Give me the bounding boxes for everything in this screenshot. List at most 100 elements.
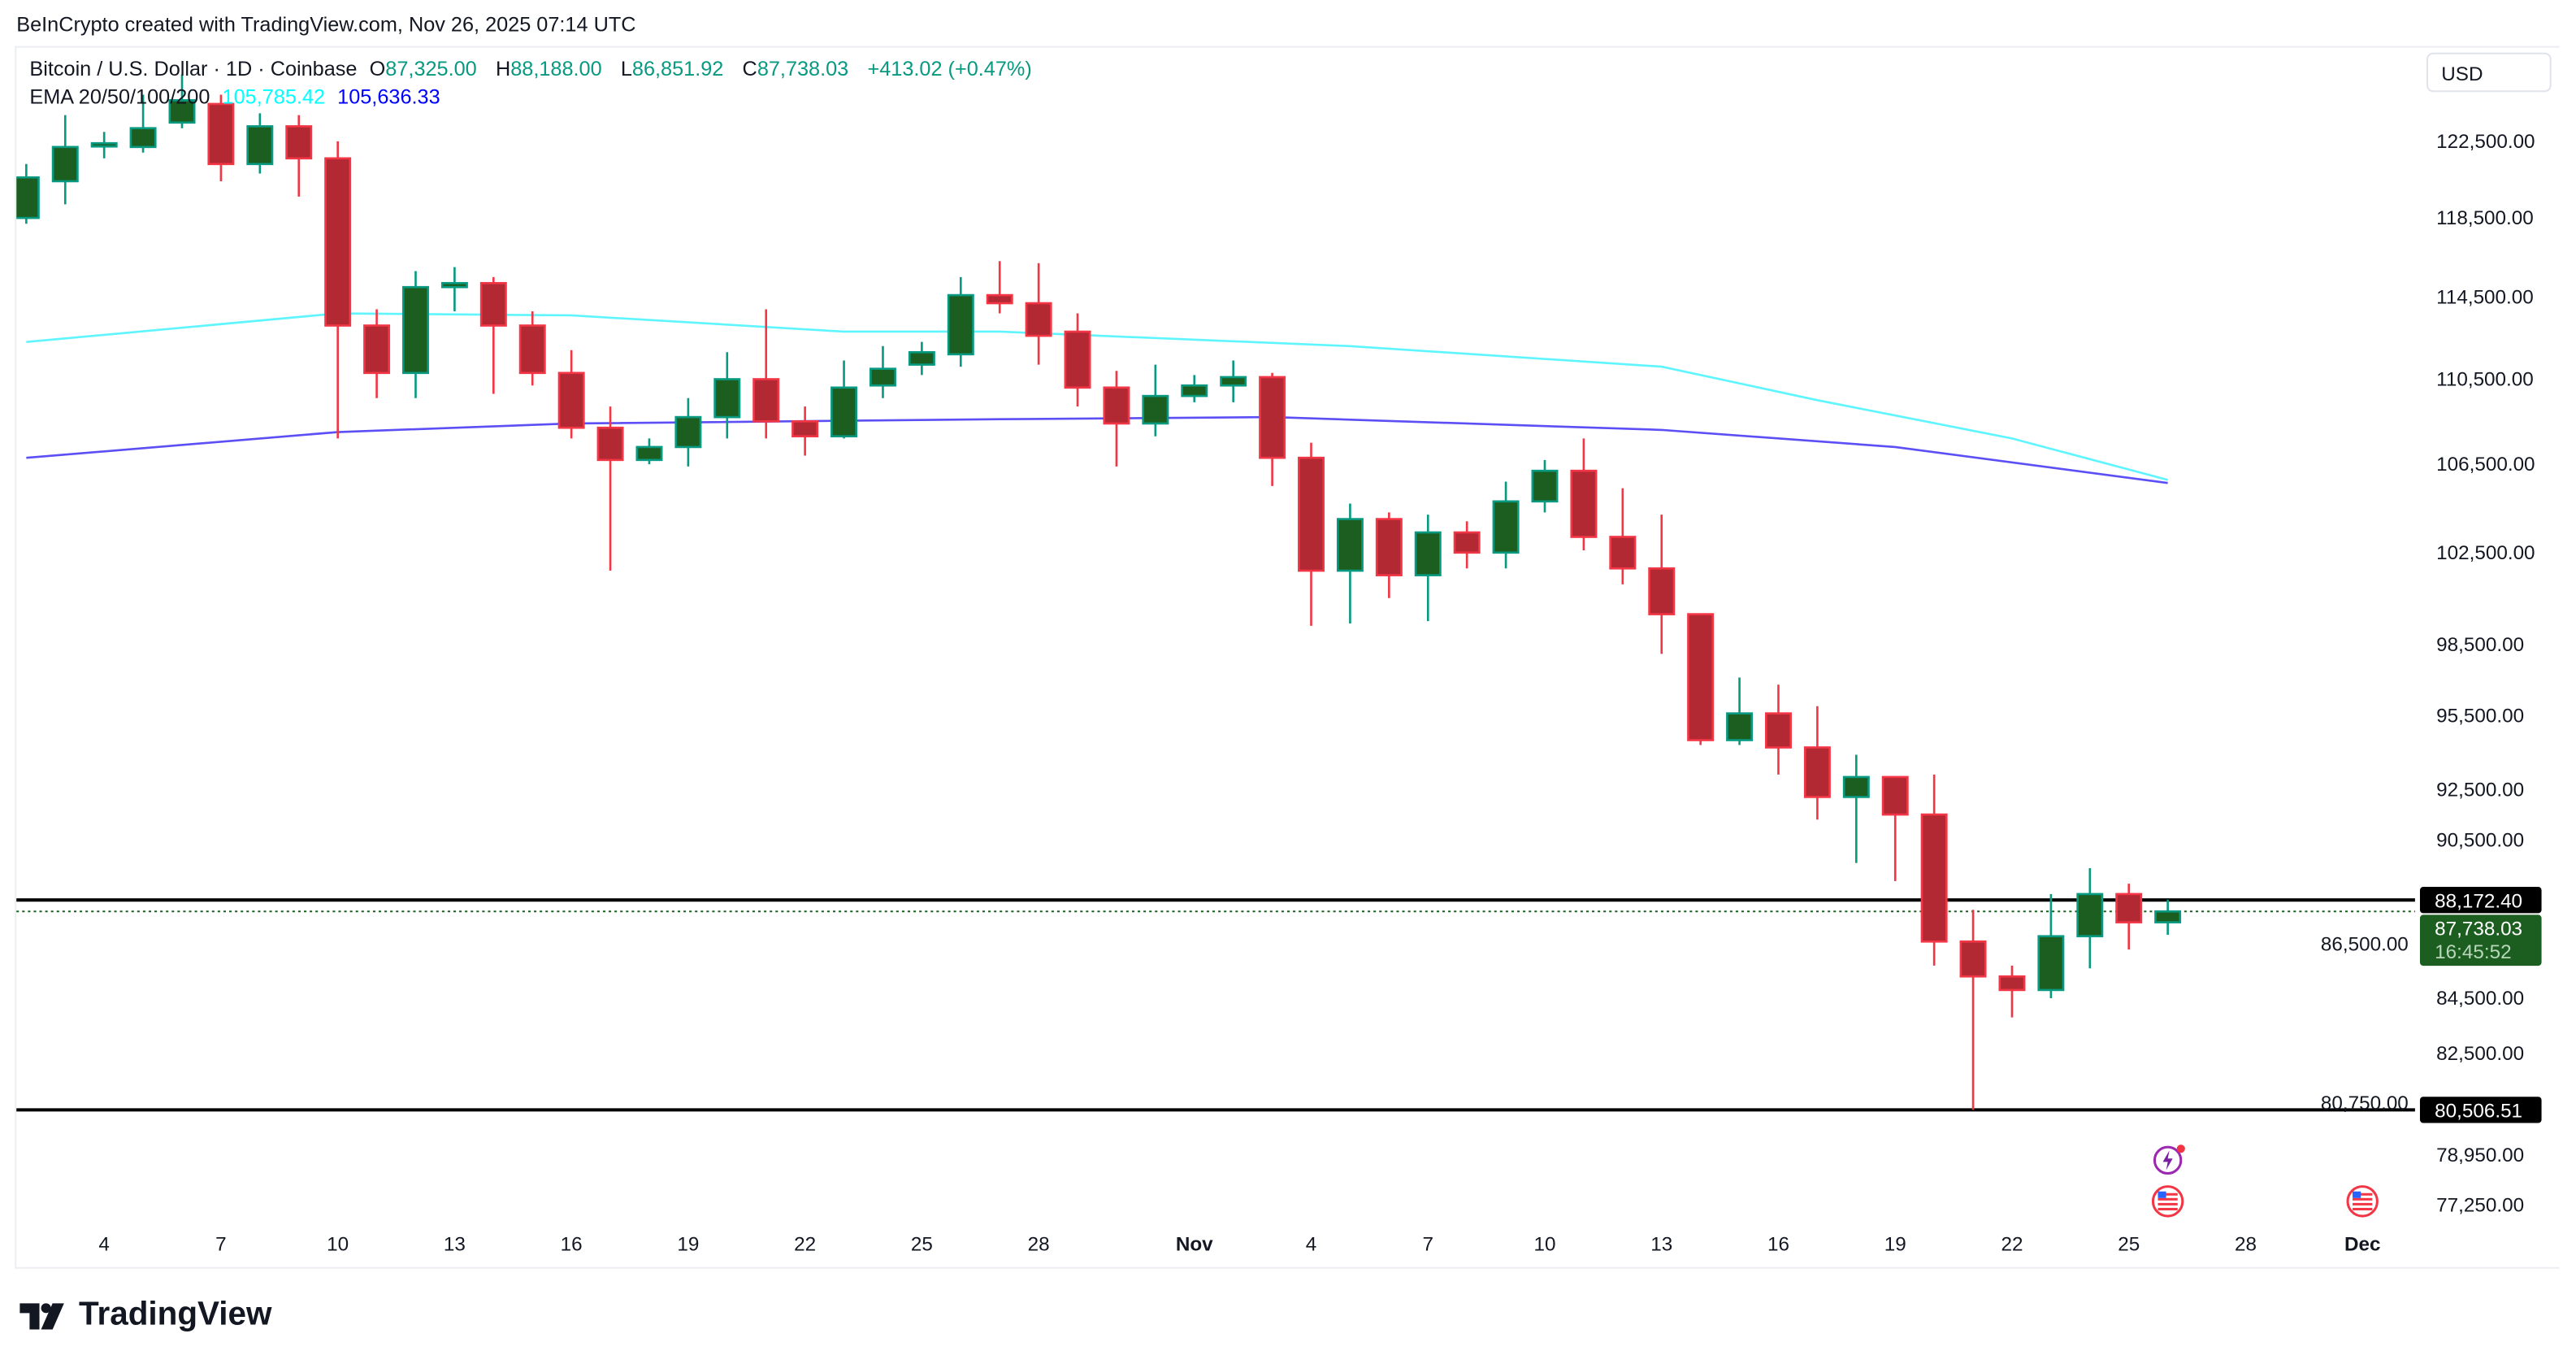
flag-stripe: [2158, 1197, 2178, 1201]
y-tick-label: 86,500.00: [2321, 934, 2409, 956]
low-value: 86,851.92: [631, 57, 724, 81]
candle-up: [947, 293, 974, 356]
ema-line-2: [26, 415, 2168, 484]
candle-up: [1531, 469, 1559, 503]
ema-line-1: [26, 312, 2168, 481]
flag-stripe: [2158, 1207, 2178, 1210]
candle-up: [1220, 376, 1247, 387]
candle-down: [2115, 893, 2143, 923]
x-tick-label: Nov: [1176, 1234, 1213, 1256]
countdown-text: 16:45:52: [2435, 941, 2511, 963]
candle-down: [1959, 940, 1987, 978]
candle-down: [1687, 613, 1715, 741]
y-tick-label: 102,500.00: [2436, 542, 2535, 564]
x-tick-label: 4: [98, 1234, 110, 1256]
low-label: L: [620, 57, 632, 81]
y-tick-label: 95,500.00: [2436, 706, 2524, 728]
notification-dot: [2176, 1145, 2185, 1153]
flag-stripe: [2158, 1192, 2178, 1196]
candle-up: [1414, 531, 1442, 576]
x-tick-label: 7: [1423, 1234, 1434, 1256]
candle-up: [440, 281, 468, 289]
y-tick-label: 92,500.00: [2436, 779, 2524, 801]
flag-stripe: [2353, 1192, 2373, 1196]
candle-down: [1453, 531, 1481, 554]
candle-down: [324, 157, 352, 327]
candle-up: [51, 146, 79, 183]
x-tick-label: 25: [2118, 1234, 2140, 1256]
candle-down: [791, 420, 819, 438]
last-price-tag: [2419, 914, 2542, 967]
candle-up: [713, 378, 741, 419]
candle-down: [1375, 518, 1403, 576]
candle-down: [479, 281, 507, 327]
x-tick-label: 28: [2235, 1234, 2257, 1256]
close-label: C: [742, 57, 757, 81]
ema-legend: EMA 20/50/100/200 105,785.42 105,636.33: [29, 85, 446, 108]
candle-down: [557, 371, 585, 429]
level-price-tag: [2419, 887, 2542, 914]
y-tick-label: 98,500.00: [2436, 634, 2524, 656]
high-value: 88,188.00: [510, 57, 602, 81]
ema-label: EMA 20/50/100/200: [29, 85, 210, 109]
candle-down: [1920, 813, 1948, 943]
candle-up: [168, 99, 196, 124]
candle-up: [1492, 500, 1520, 554]
level-price-text: 80,506.51: [2435, 1100, 2522, 1122]
y-tick-label: 84,500.00: [2436, 988, 2524, 1010]
candle-up: [16, 176, 40, 219]
level-price-tag: [2419, 1097, 2542, 1123]
x-tick-label: 10: [327, 1234, 349, 1256]
candle-down: [986, 293, 1013, 305]
symbol-legend: Bitcoin / U.S. Dollar · 1D · Coinbase O8…: [29, 58, 1038, 80]
brand-name: TradingView: [79, 1297, 272, 1333]
flag-stripe: [2353, 1197, 2373, 1201]
close-value: 87,738.03: [757, 57, 849, 81]
flag-stripe: [2158, 1202, 2178, 1205]
last-price-text: 87,738.03: [2435, 919, 2522, 940]
us-flag-icon: [2151, 1185, 2184, 1218]
candle-down: [1803, 746, 1831, 798]
candle-up: [129, 127, 157, 149]
x-tick-label: 13: [444, 1234, 466, 1256]
credit-text: BeInCrypto created with TradingView.com,…: [16, 13, 636, 37]
open-value: 87,325.00: [385, 57, 477, 81]
symbol-title: Bitcoin / U.S. Dollar · 1D · Coinbase: [29, 57, 358, 81]
y-tick-label: 82,500.00: [2436, 1043, 2524, 1065]
candle-down: [1648, 567, 1676, 615]
candle-up: [1726, 712, 1754, 741]
x-tick-label: 4: [1306, 1234, 1317, 1256]
x-tick-label: 10: [1534, 1234, 1556, 1256]
candle-up: [2076, 893, 2104, 938]
candle-down: [1881, 775, 1909, 816]
candle-up: [674, 415, 702, 449]
candle-down: [1765, 712, 1792, 749]
open-label: O: [369, 57, 386, 81]
ema-value-2: 105,636.33: [337, 85, 440, 109]
candle-down: [596, 426, 624, 462]
flag-stripe: [2353, 1202, 2373, 1205]
candle-up: [1842, 775, 1870, 798]
candle-up: [246, 125, 274, 166]
candle-up: [1336, 518, 1364, 572]
x-tick-label: 16: [1767, 1234, 1789, 1256]
lightning-glyph: [2162, 1150, 2173, 1171]
candle-down: [1064, 330, 1091, 389]
y-tick-label: 77,250.00: [2436, 1195, 2524, 1217]
y-tick-label: 80,750.00: [2321, 1093, 2409, 1114]
y-tick-label: 122,500.00: [2436, 131, 2535, 153]
flag-canton: [2353, 1191, 2361, 1198]
currency-selector[interactable]: USD: [2426, 52, 2552, 93]
ema-value-1: 105,785.42: [222, 85, 326, 109]
candle-up: [1142, 394, 1169, 425]
tradingview-logo: TradingView: [20, 1297, 271, 1334]
candle-down: [1998, 975, 2026, 992]
x-tick-label: 13: [1650, 1234, 1672, 1256]
y-tick-label: 78,950.00: [2436, 1145, 2524, 1166]
candle-up: [830, 386, 858, 438]
us-flag-icon: [2346, 1185, 2379, 1218]
high-label: H: [495, 57, 511, 81]
candle-up: [908, 350, 935, 366]
